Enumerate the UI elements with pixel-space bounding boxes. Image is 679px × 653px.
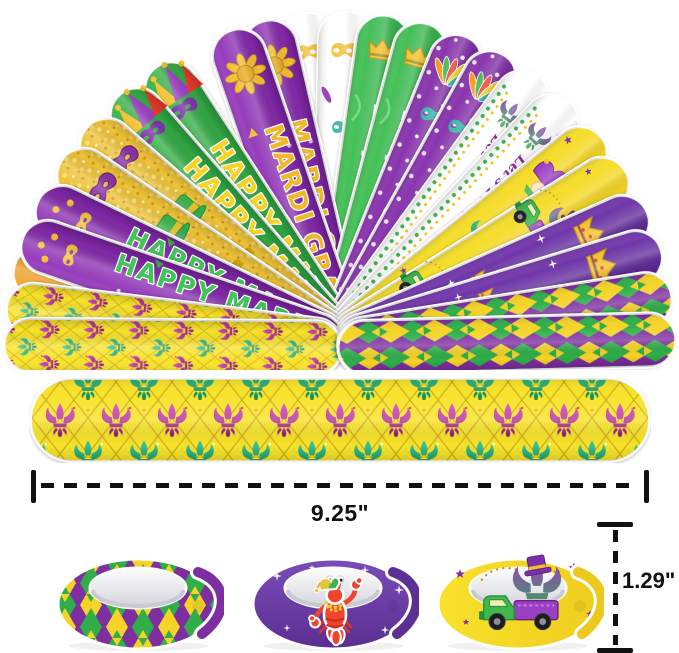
measure-end-bar xyxy=(597,522,633,527)
rolled-bracelet-harlequin xyxy=(56,557,224,651)
fan-of-bracelets: Mardi GrasMardi GrasHappy MardiMARDI GRA… xyxy=(2,10,678,370)
width-measurement: 9.25" xyxy=(31,470,649,528)
flat-bracelet-fleur-de-lis xyxy=(29,377,651,463)
height-measurement-label: 1.29" xyxy=(622,568,676,593)
measure-end-bar xyxy=(31,470,36,503)
rolled-bracelet-crawfish xyxy=(251,557,419,651)
fan-bracelet-harlequin xyxy=(336,311,678,370)
rolled-bracelet-truck xyxy=(436,550,604,651)
measure-dashed-line xyxy=(41,483,639,488)
measure-end-bar xyxy=(644,470,649,503)
measure-end-bar xyxy=(597,648,633,653)
width-measurement-label: 9.25" xyxy=(310,500,370,526)
fan-bracelet-fleur-yellow xyxy=(2,316,344,370)
height-measurement: 1.29" xyxy=(596,522,679,653)
measure-dashed-line xyxy=(613,530,618,645)
